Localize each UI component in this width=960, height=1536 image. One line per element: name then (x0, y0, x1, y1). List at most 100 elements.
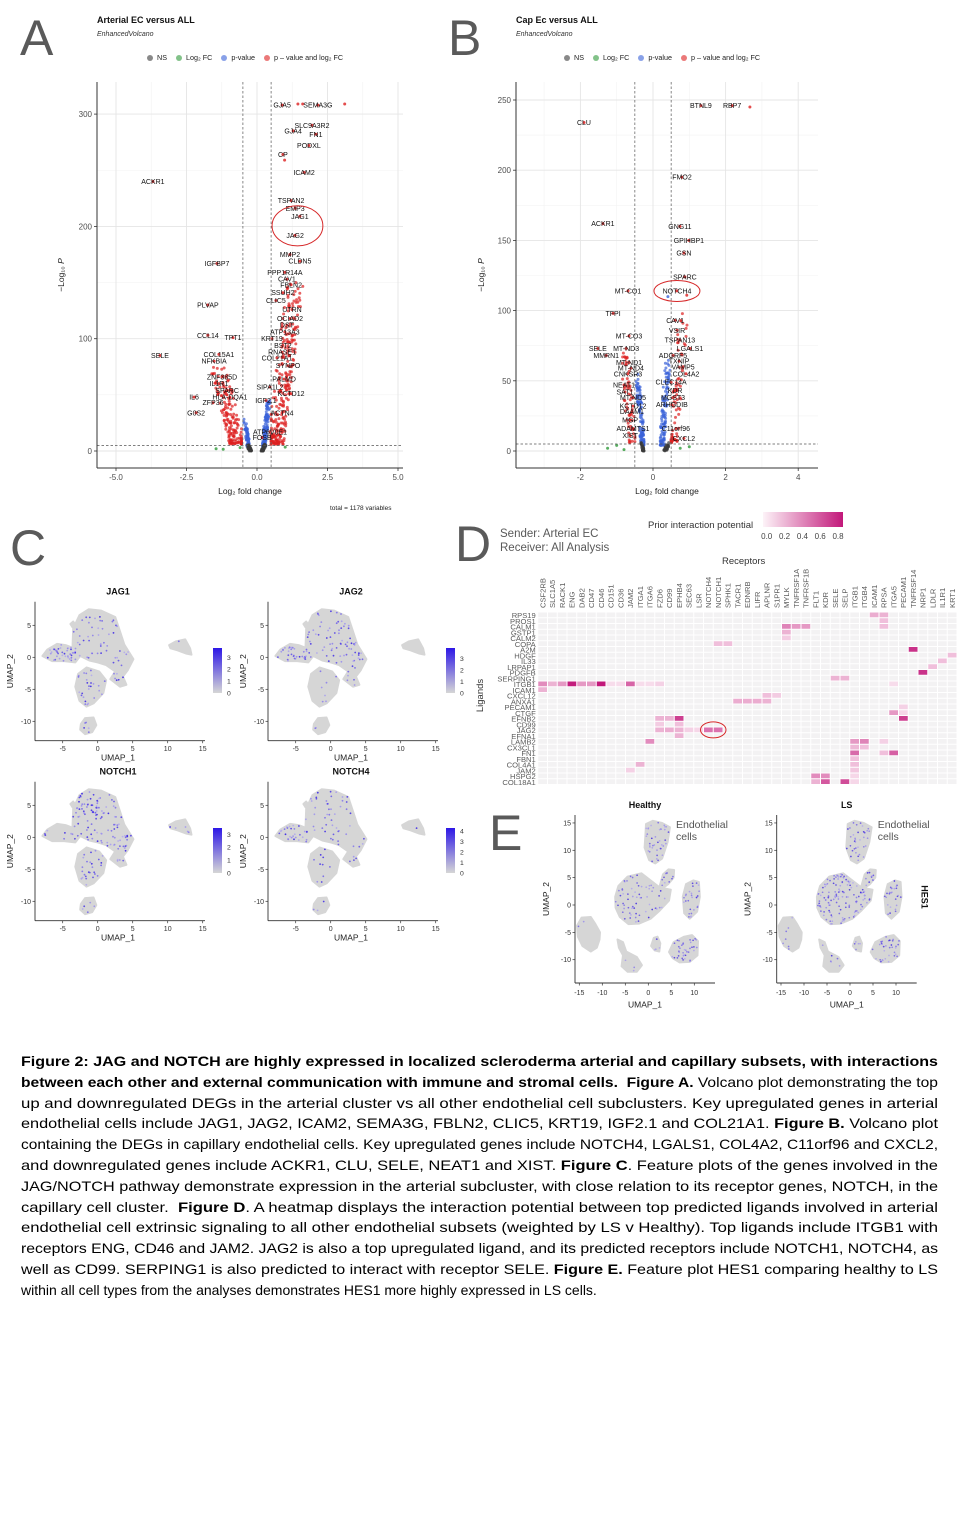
umap-cell (677, 945, 680, 948)
volcano-point (288, 370, 292, 374)
umap-cell (663, 897, 666, 900)
volcano-point-labeled (215, 262, 219, 265)
volcano-point (229, 407, 233, 411)
volcano-point (279, 427, 283, 431)
umap-cell (868, 871, 871, 874)
volcano-point (224, 405, 227, 409)
umap-cell (883, 895, 886, 898)
umap-cell (640, 885, 643, 888)
umap-cluster (616, 938, 643, 973)
x-tick-label: -15 (574, 990, 584, 997)
volcano-point (283, 383, 287, 387)
umap-cell (866, 872, 869, 874)
volcano-point (294, 300, 298, 304)
umap-cell (656, 854, 658, 857)
volcano-point (234, 418, 237, 422)
volcano-point (287, 384, 291, 387)
caption-line: endothelial cells include JAG1, JAG2, IC… (21, 1113, 938, 1134)
umap-cell (830, 899, 832, 902)
cluster-annotation: Endothelial cells (676, 819, 728, 843)
umap-cell (854, 941, 857, 943)
caption-line: Figure 2: JAG and NOTCH are highly expre… (21, 1051, 938, 1072)
umap-cell (865, 884, 868, 887)
umap-cell (826, 878, 829, 881)
umap-cell (845, 896, 848, 898)
heatmap-legend-title: Prior interaction potential (648, 520, 754, 531)
caption-line: between each other and external communic… (21, 1072, 938, 1093)
umap-cell (828, 911, 831, 913)
volcano-point-labeled (285, 323, 289, 327)
umap-cell (885, 896, 888, 899)
volcano-point-labeled (283, 330, 287, 334)
volcano-point (301, 284, 305, 288)
y-tick-label: -10 (561, 957, 571, 964)
volcano-point (286, 309, 290, 313)
umap-cell (838, 888, 840, 891)
umap-cell (787, 945, 790, 948)
umap-cell (645, 835, 648, 838)
umap-cell (684, 900, 687, 902)
umap-cell (651, 890, 653, 893)
y-tick-label: 15 (765, 820, 773, 827)
points (151, 102, 347, 453)
umap-cell (838, 905, 840, 908)
umap-cell (859, 839, 861, 841)
volcano-point (283, 409, 287, 413)
volcano-point (222, 414, 226, 417)
volcano-point (273, 436, 277, 440)
umap-cell (685, 893, 687, 896)
volcano-point (281, 421, 285, 425)
volcano-point (275, 369, 279, 373)
umap-cell (682, 901, 685, 903)
legend-swatch-pvalue (221, 54, 228, 61)
umap-cell (631, 905, 634, 908)
x-tick-label: 0 (848, 990, 852, 997)
legend-label: NS (574, 53, 584, 62)
volcano-point (280, 384, 283, 387)
umap-cell (635, 896, 638, 899)
volcano-point (284, 372, 288, 376)
panel-title: LS (841, 800, 853, 810)
x-tick-label: -5 (622, 990, 628, 997)
volcano-point-labeled (217, 382, 221, 386)
volcano-point (218, 401, 222, 405)
umap-cell (629, 875, 632, 878)
volcano-point-labeled (220, 375, 224, 379)
umap-cell (650, 824, 652, 827)
umap-cell (688, 890, 691, 893)
umap-cell (832, 882, 835, 885)
y-tick-label: 5 (769, 875, 773, 882)
umap-cell (828, 903, 831, 906)
volcano-point-labeled (285, 277, 289, 281)
umap-cell (682, 959, 684, 961)
umap-cell (582, 920, 585, 923)
umap-cell (666, 872, 668, 874)
volcano-point (224, 427, 228, 431)
volcano-point (221, 447, 225, 451)
volcano-point (265, 426, 269, 430)
umap-cell (623, 880, 626, 882)
panel-label-e: E (489, 805, 523, 861)
umap-cell (862, 830, 865, 833)
umap-cell (635, 912, 637, 915)
umap-cell (678, 939, 680, 942)
umap-panel-healthy: Healthy -15 -10 -5 0 5 10 -10 -5 0 5 10 15 UMAP_1 UMAP… (541, 800, 728, 1010)
umap-cell (898, 940, 900, 942)
volcano-point-labeled (281, 291, 285, 295)
umap-cell (844, 906, 847, 909)
volcano-point (287, 392, 291, 396)
umap-cluster (777, 916, 803, 953)
umap-cell (695, 882, 698, 884)
umap-cell (651, 860, 653, 863)
volcano-point (235, 437, 239, 441)
volcano-point (288, 386, 292, 390)
volcano-point-labeled (158, 354, 162, 357)
volcano-point (296, 287, 300, 291)
volcano-point (237, 418, 241, 422)
volcano-point (222, 384, 225, 387)
volcano-point (288, 324, 292, 328)
caption-text: well as CD99. SERPING1 is also predicted… (21, 1260, 554, 1277)
volcano-point (244, 436, 248, 440)
volcano-point (246, 434, 250, 438)
